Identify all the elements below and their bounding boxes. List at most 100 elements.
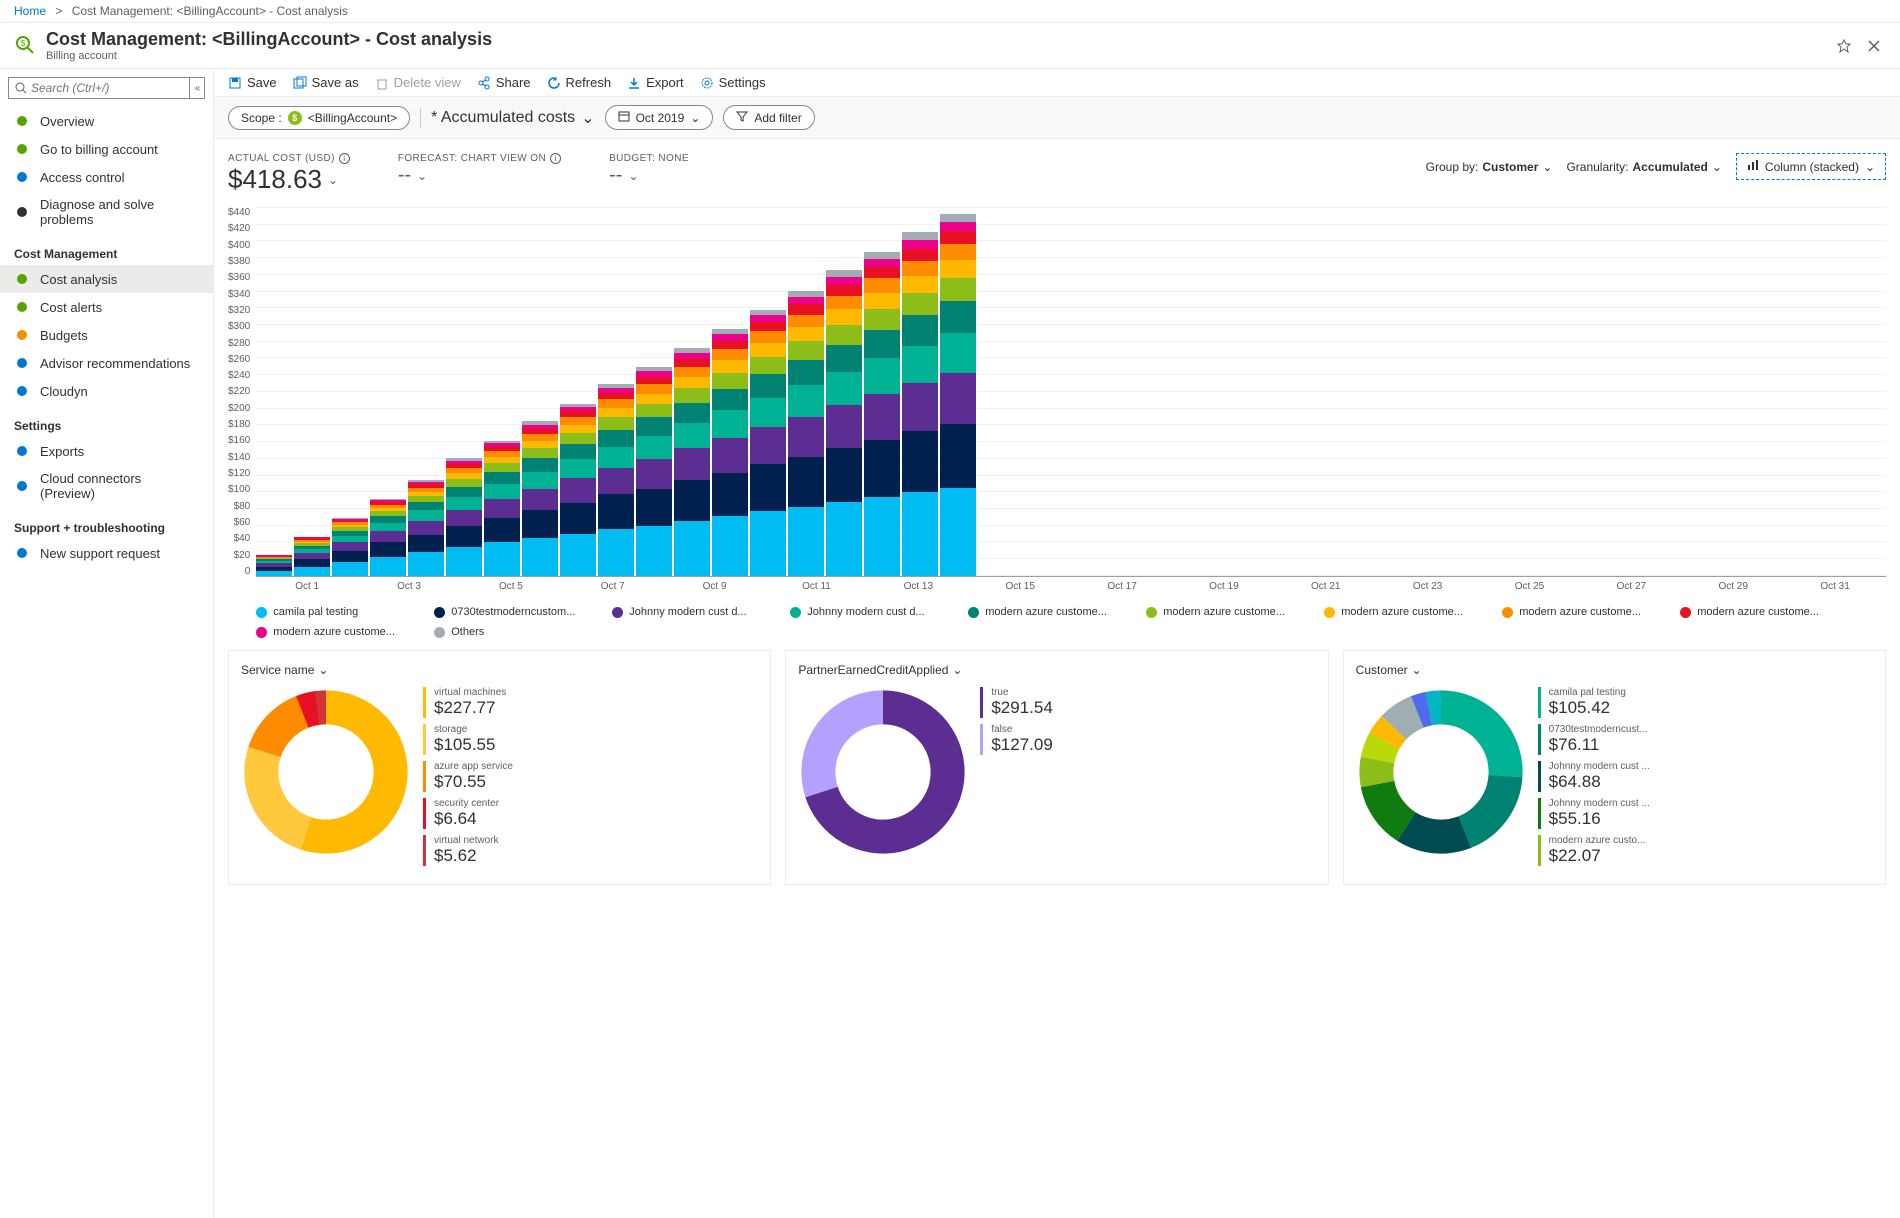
x-tick: Oct 1 <box>256 581 358 592</box>
sidebar-item-cost-analysis[interactable]: Cost analysis <box>0 265 213 293</box>
sidebar-item-cloudyn[interactable]: Cloudyn <box>0 377 213 405</box>
chart-bar[interactable] <box>826 270 862 576</box>
chart-bar[interactable] <box>446 458 482 576</box>
x-tick: Oct 29 <box>1682 581 1784 592</box>
x-tick: Oct 27 <box>1580 581 1682 592</box>
sidebar-item-exports[interactable]: Exports <box>0 437 213 465</box>
sidebar-item-cost-alerts[interactable]: Cost alerts <box>0 293 213 321</box>
legend-item[interactable]: 0730testmoderncustom... <box>434 606 584 618</box>
people-icon <box>14 169 30 185</box>
info-icon[interactable]: i <box>550 153 561 164</box>
sidebar-item-cloud-connectors-preview-[interactable]: Cloud connectors (Preview) <box>0 465 213 507</box>
nav-label: Diagnose and solve problems <box>40 197 199 227</box>
saveas-button[interactable]: Save as <box>293 75 359 90</box>
chart-bar[interactable] <box>332 518 368 576</box>
donut-legend-item[interactable]: modern azure custo...$22.07 <box>1538 835 1873 866</box>
chart-bar[interactable] <box>674 348 710 576</box>
sidebar-item-diagnose-and-solve-problems[interactable]: Diagnose and solve problems <box>0 191 213 233</box>
chevron-down-icon: ⌄ <box>952 663 962 677</box>
donut-legend-item[interactable]: virtual network$5.62 <box>423 835 758 866</box>
donut-title-dropdown[interactable]: PartnerEarnedCreditApplied ⌄ <box>798 663 1315 677</box>
legend-item[interactable]: modern azure custome... <box>1324 606 1474 618</box>
chevron-down-icon: ⌄ <box>581 108 594 128</box>
donut-legend-item[interactable]: azure app service$70.55 <box>423 761 758 792</box>
chevron-down-icon[interactable]: ⌄ <box>628 169 638 183</box>
chart-bar[interactable] <box>940 214 976 576</box>
chart-type-dropdown[interactable]: Column (stacked) ⌄ <box>1736 153 1886 180</box>
donut-legend-item[interactable]: 0730testmoderncust...$76.11 <box>1538 724 1873 755</box>
breadcrumb-home[interactable]: Home <box>14 4 46 18</box>
legend-item[interactable]: Others <box>434 626 584 638</box>
donut-legend-item[interactable]: Johnny modern cust ...$55.16 <box>1538 798 1873 829</box>
granularity-dropdown[interactable]: Granularity: Accumulated ⌄ <box>1566 160 1721 174</box>
legend-item[interactable]: Johnny modern cust d... <box>612 606 762 618</box>
sidebar-item-new-support-request[interactable]: New support request <box>0 539 213 567</box>
chart-bar[interactable] <box>294 537 330 576</box>
groupby-dropdown[interactable]: Group by: Customer ⌄ <box>1426 160 1553 174</box>
sidebar-item-overview[interactable]: Overview <box>0 107 213 135</box>
chart-x-axis: Oct 1Oct 3Oct 5Oct 7Oct 9Oct 11Oct 13Oct… <box>256 581 1886 592</box>
legend-item[interactable]: modern azure custome... <box>968 606 1118 618</box>
nav-label: Budgets <box>40 328 88 343</box>
legend-item[interactable]: modern azure custome... <box>1680 606 1830 618</box>
chevron-down-icon: ⌄ <box>1542 160 1552 174</box>
x-tick: Oct 11 <box>766 581 868 592</box>
legend-item[interactable]: modern azure custome... <box>1502 606 1652 618</box>
collapse-sidebar-icon[interactable]: « <box>189 77 205 99</box>
chart-bar[interactable] <box>560 404 596 576</box>
info-icon[interactable]: i <box>339 153 350 164</box>
chart-bar[interactable] <box>750 310 786 577</box>
chart-bar[interactable] <box>370 499 406 576</box>
legend-item[interactable]: modern azure custome... <box>1146 606 1296 618</box>
share-button[interactable]: Share <box>477 75 531 90</box>
donut-title-dropdown[interactable]: Service name ⌄ <box>241 663 758 677</box>
chart-bar[interactable] <box>522 421 558 576</box>
donut-legend-item[interactable]: security center$6.64 <box>423 798 758 829</box>
donut-legend-item[interactable]: camila pal testing$105.42 <box>1538 687 1873 718</box>
export-button[interactable]: Export <box>627 75 684 90</box>
chart-bar[interactable] <box>636 367 672 576</box>
view-title-dropdown[interactable]: * Accumulated costs ⌄ <box>431 108 594 128</box>
kpi-forecast: FORECAST: CHART VIEW ONi --⌄ <box>398 153 561 187</box>
chevron-down-icon[interactable]: ⌄ <box>328 173 338 187</box>
donut-legend-item[interactable]: storage$105.55 <box>423 724 758 755</box>
donut-legend-item[interactable]: virtual machines$227.77 <box>423 687 758 718</box>
chart-bar[interactable] <box>598 384 634 577</box>
chart-bar[interactable] <box>256 555 292 576</box>
close-button[interactable] <box>1862 34 1886 58</box>
legend-item[interactable]: Johnny modern cust d... <box>790 606 940 618</box>
sidebar: « Overview Go to billing account Access co… <box>0 69 214 1218</box>
scope-pill[interactable]: Scope : $ <BillingAccount> <box>228 106 410 130</box>
sidebar-item-advisor-recommendations[interactable]: Advisor recommendations <box>0 349 213 377</box>
settings-button[interactable]: Settings <box>700 75 766 90</box>
legend-item[interactable]: modern azure custome... <box>256 626 406 638</box>
sidebar-item-go-to-billing-account[interactable]: Go to billing account <box>0 135 213 163</box>
chevron-down-icon[interactable]: ⌄ <box>417 169 427 183</box>
chart-legend: camila pal testing 0730testmoderncustom..… <box>256 606 1886 638</box>
save-button[interactable]: Save <box>228 75 277 90</box>
sidebar-search[interactable]: « <box>8 77 205 99</box>
search-input[interactable] <box>31 81 198 95</box>
pin-button[interactable] <box>1832 34 1856 58</box>
chart-bar[interactable] <box>408 480 444 576</box>
sidebar-item-budgets[interactable]: Budgets <box>0 321 213 349</box>
chart-bar[interactable] <box>788 291 824 576</box>
refresh-button[interactable]: Refresh <box>547 75 612 90</box>
chart-bar[interactable] <box>902 232 938 576</box>
chart-bar[interactable] <box>864 252 900 576</box>
support-icon <box>14 545 30 561</box>
donut-legend-item[interactable]: Johnny modern cust ...$64.88 <box>1538 761 1873 792</box>
share-icon <box>477 76 491 90</box>
date-pill[interactable]: Oct 2019 ⌄ <box>605 105 714 130</box>
donut-legend-item[interactable]: true$291.54 <box>980 687 1315 718</box>
nav-label: Go to billing account <box>40 142 158 157</box>
sidebar-item-access-control[interactable]: Access control <box>0 163 213 191</box>
donut-legend-item[interactable]: false$127.09 <box>980 724 1315 755</box>
add-filter-pill[interactable]: Add filter <box>723 105 814 130</box>
chart-bar[interactable] <box>712 329 748 576</box>
donut-title-dropdown[interactable]: Customer ⌄ <box>1356 663 1873 677</box>
chart-bar[interactable] <box>484 441 520 576</box>
chevron-down-icon: ⌄ <box>1412 663 1422 677</box>
legend-item[interactable]: camila pal testing <box>256 606 406 618</box>
nav-label: Cost analysis <box>40 272 117 287</box>
